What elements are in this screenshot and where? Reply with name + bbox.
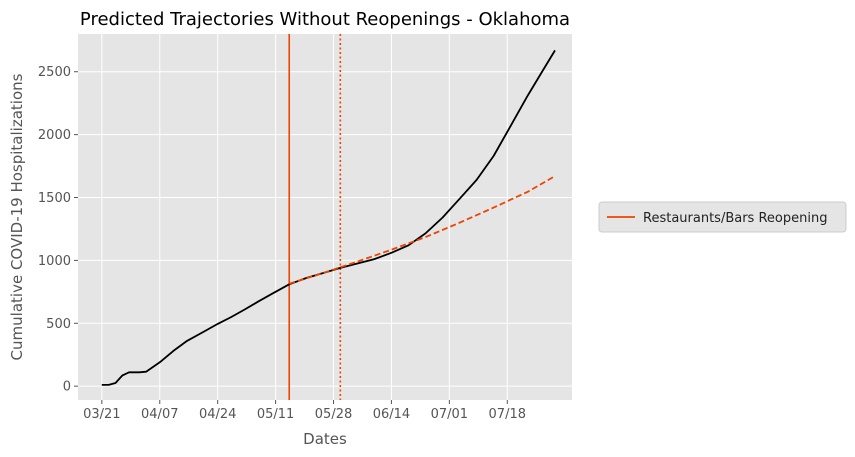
grid xyxy=(78,34,572,400)
legend-label: Restaurants/Bars Reopening xyxy=(643,211,827,226)
x-axis-label: Dates xyxy=(303,430,347,448)
legend: Restaurants/Bars Reopening xyxy=(598,201,847,233)
vertical-markers xyxy=(288,34,342,400)
x-tick-label: 04/07 xyxy=(141,407,178,422)
y-tick-label: 1000 xyxy=(38,254,71,269)
y-tick-label: 0 xyxy=(63,380,71,395)
x-tick-label: 06/14 xyxy=(373,407,410,422)
y-tick-label: 1500 xyxy=(38,191,71,206)
legend-box xyxy=(598,201,847,233)
x-tick-labels: 03/21 04/07 04/24 05/11 05/28 06/14 07/01 07/18 xyxy=(83,400,526,422)
observed-series-line xyxy=(101,49,556,386)
chart-title: Predicted Trajectories Without Reopening… xyxy=(80,9,570,30)
y-tick-label: 2000 xyxy=(38,128,71,143)
x-tick-label: 05/28 xyxy=(315,407,352,422)
predicted-series-line xyxy=(288,175,556,285)
x-tick-label: 04/24 xyxy=(199,407,236,422)
y-tick-label: 500 xyxy=(46,317,71,332)
plot-background xyxy=(78,34,572,400)
x-tick-label: 07/18 xyxy=(489,407,526,422)
x-tick-label: 03/21 xyxy=(83,407,120,422)
y-axis-label: Cumulative COVID-19 Hospitalizations xyxy=(8,73,26,360)
series-lines xyxy=(101,49,556,386)
y-tick-label: 2500 xyxy=(38,65,71,80)
x-tick-label: 05/11 xyxy=(257,407,294,422)
x-tick-label: 07/01 xyxy=(431,407,468,422)
y-tick-labels: 0 500 1000 1500 2000 2500 xyxy=(38,65,78,395)
